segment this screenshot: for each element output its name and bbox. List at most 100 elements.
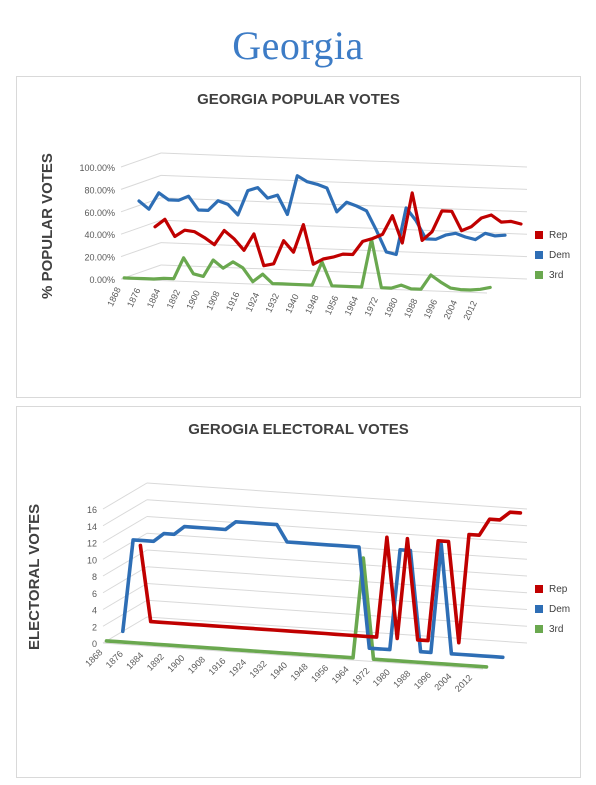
series-line-dem (121, 520, 505, 660)
y-tick-label: 20.00% (84, 253, 115, 263)
y-tick-label: 2 (92, 622, 97, 632)
x-tick-label: 1868 (83, 647, 104, 668)
x-tick-label: 1988 (391, 668, 412, 689)
gridline (146, 616, 528, 644)
electoral-votes-plot: 0 2 4 6 8 10 12 14 16 1868 1876 1884 1892 1900 1908 191… (83, 482, 528, 694)
y-tick-label: 40.00% (84, 230, 115, 240)
legend-item-dem: Dem (535, 599, 570, 619)
legend-item-dem: Dem (535, 245, 570, 265)
legend-swatch-third (535, 625, 543, 633)
x-tick-label: 1948 (289, 661, 310, 682)
y-tick-label: 10 (87, 555, 97, 565)
x-tick-label: 1972 (350, 666, 371, 687)
x-tick-label: 1948 (303, 293, 321, 315)
gridline (160, 242, 528, 258)
x-tick-label: 1868 (105, 286, 123, 308)
legend-swatch-rep (535, 231, 543, 239)
x-tick-label: 1932 (264, 292, 282, 314)
x-tick-label: 2012 (461, 299, 479, 321)
y-tick-label: 16 (87, 505, 97, 515)
x-tick-label: 1980 (371, 667, 392, 688)
legend-label-dem: Dem (549, 603, 571, 615)
x-tick-label: 1876 (125, 286, 143, 308)
gridline (146, 566, 528, 594)
x-tick-label: 1884 (124, 650, 145, 671)
gridline-depth (102, 482, 148, 510)
electoral-votes-chart-panel: GEROGIA ELECTORAL VOTES ELECTORAL VOTES … (16, 406, 581, 778)
legend-swatch-dem (535, 605, 543, 613)
gridline (146, 599, 528, 627)
x-tick-label: 1908 (186, 654, 207, 675)
legend-label-dem: Dem (549, 249, 571, 261)
series-line-3rd (122, 237, 492, 292)
x-tick-label: 2012 (453, 673, 474, 694)
gridline (146, 516, 528, 543)
page-title: Georgia (232, 23, 364, 68)
y-tick-label: 4 (92, 606, 97, 616)
legend-swatch-rep (535, 585, 543, 593)
x-tick-label: 1916 (206, 656, 227, 677)
gridline (146, 499, 528, 527)
x-tick-label: 1988 (402, 297, 420, 319)
x-tick-label: 2004 (432, 671, 453, 692)
x-tick-label: 1956 (323, 294, 341, 316)
x-tick-label: 1900 (184, 289, 202, 311)
x-tick-label: 1884 (145, 287, 163, 309)
legend-swatch-dem (535, 251, 543, 259)
floor-edge (102, 642, 484, 670)
gridline-depth (120, 219, 162, 235)
y-tick-label: 0.00% (89, 275, 115, 285)
series-line-3rd (104, 556, 489, 669)
x-tick-label: 1876 (104, 649, 125, 670)
x-tick-label: 1892 (145, 652, 166, 673)
gridline-depth (120, 152, 162, 168)
gridline-depth (102, 532, 148, 560)
y-tick-label: 0 (92, 639, 97, 649)
x-tick-label: 1932 (248, 659, 269, 680)
x-tick-label: 1996 (412, 670, 433, 691)
gridline-depth (102, 566, 148, 594)
chart-title: GEORGIA POPULAR VOTES (197, 91, 400, 108)
gridline-depth (102, 499, 148, 527)
x-tick-label: 1924 (227, 657, 248, 678)
y-tick-label: 6 (92, 589, 97, 599)
gridline-depth (102, 549, 148, 577)
y-tick-label: 80.00% (84, 185, 115, 195)
gridline (146, 549, 528, 577)
gridline (160, 219, 528, 235)
popular-votes-chart-panel: GEORGIA POPULAR VOTES % POPULAR VOTES 0.… (16, 76, 581, 398)
y-tick-label: 14 (87, 522, 97, 532)
legend-label-third: 3rd (549, 269, 564, 281)
legend-label-rep: Rep (549, 583, 568, 595)
legend: Rep Dem 3rd (535, 225, 570, 285)
gridline-depth (120, 174, 162, 190)
gridline (160, 174, 528, 190)
x-tick-label: 1924 (244, 291, 262, 313)
y-tick-label: 12 (87, 539, 97, 549)
series-line-rep (138, 510, 523, 645)
x-tick-label: 1964 (330, 664, 351, 685)
x-tick-label: 1916 (224, 290, 242, 312)
legend-label-third: 3rd (549, 623, 564, 635)
x-tick-label: 2004 (442, 298, 460, 320)
series-line-dem (137, 174, 507, 257)
legend: Rep Dem 3rd (535, 579, 570, 639)
legend-swatch-third (535, 271, 543, 279)
x-tick-label: 1996 (422, 298, 440, 320)
gridline-depth (102, 516, 148, 543)
chart-title: GEROGIA ELECTORAL VOTES (188, 421, 409, 438)
y-tick-label: 60.00% (84, 208, 115, 218)
x-tick-label: 1980 (382, 296, 400, 318)
x-tick-label: 1956 (309, 663, 330, 684)
x-tick-label: 1972 (362, 295, 380, 317)
gridline (160, 264, 528, 280)
legend-label-rep: Rep (549, 229, 568, 241)
gridline (146, 482, 528, 510)
gridline (160, 152, 528, 168)
series-line-rep (153, 191, 523, 268)
legend-item-third: 3rd (535, 619, 570, 639)
legend-item-third: 3rd (535, 265, 570, 285)
x-tick-label: 1900 (165, 653, 186, 674)
legend-item-rep: Rep (535, 225, 570, 245)
gridline-depth (120, 242, 162, 258)
